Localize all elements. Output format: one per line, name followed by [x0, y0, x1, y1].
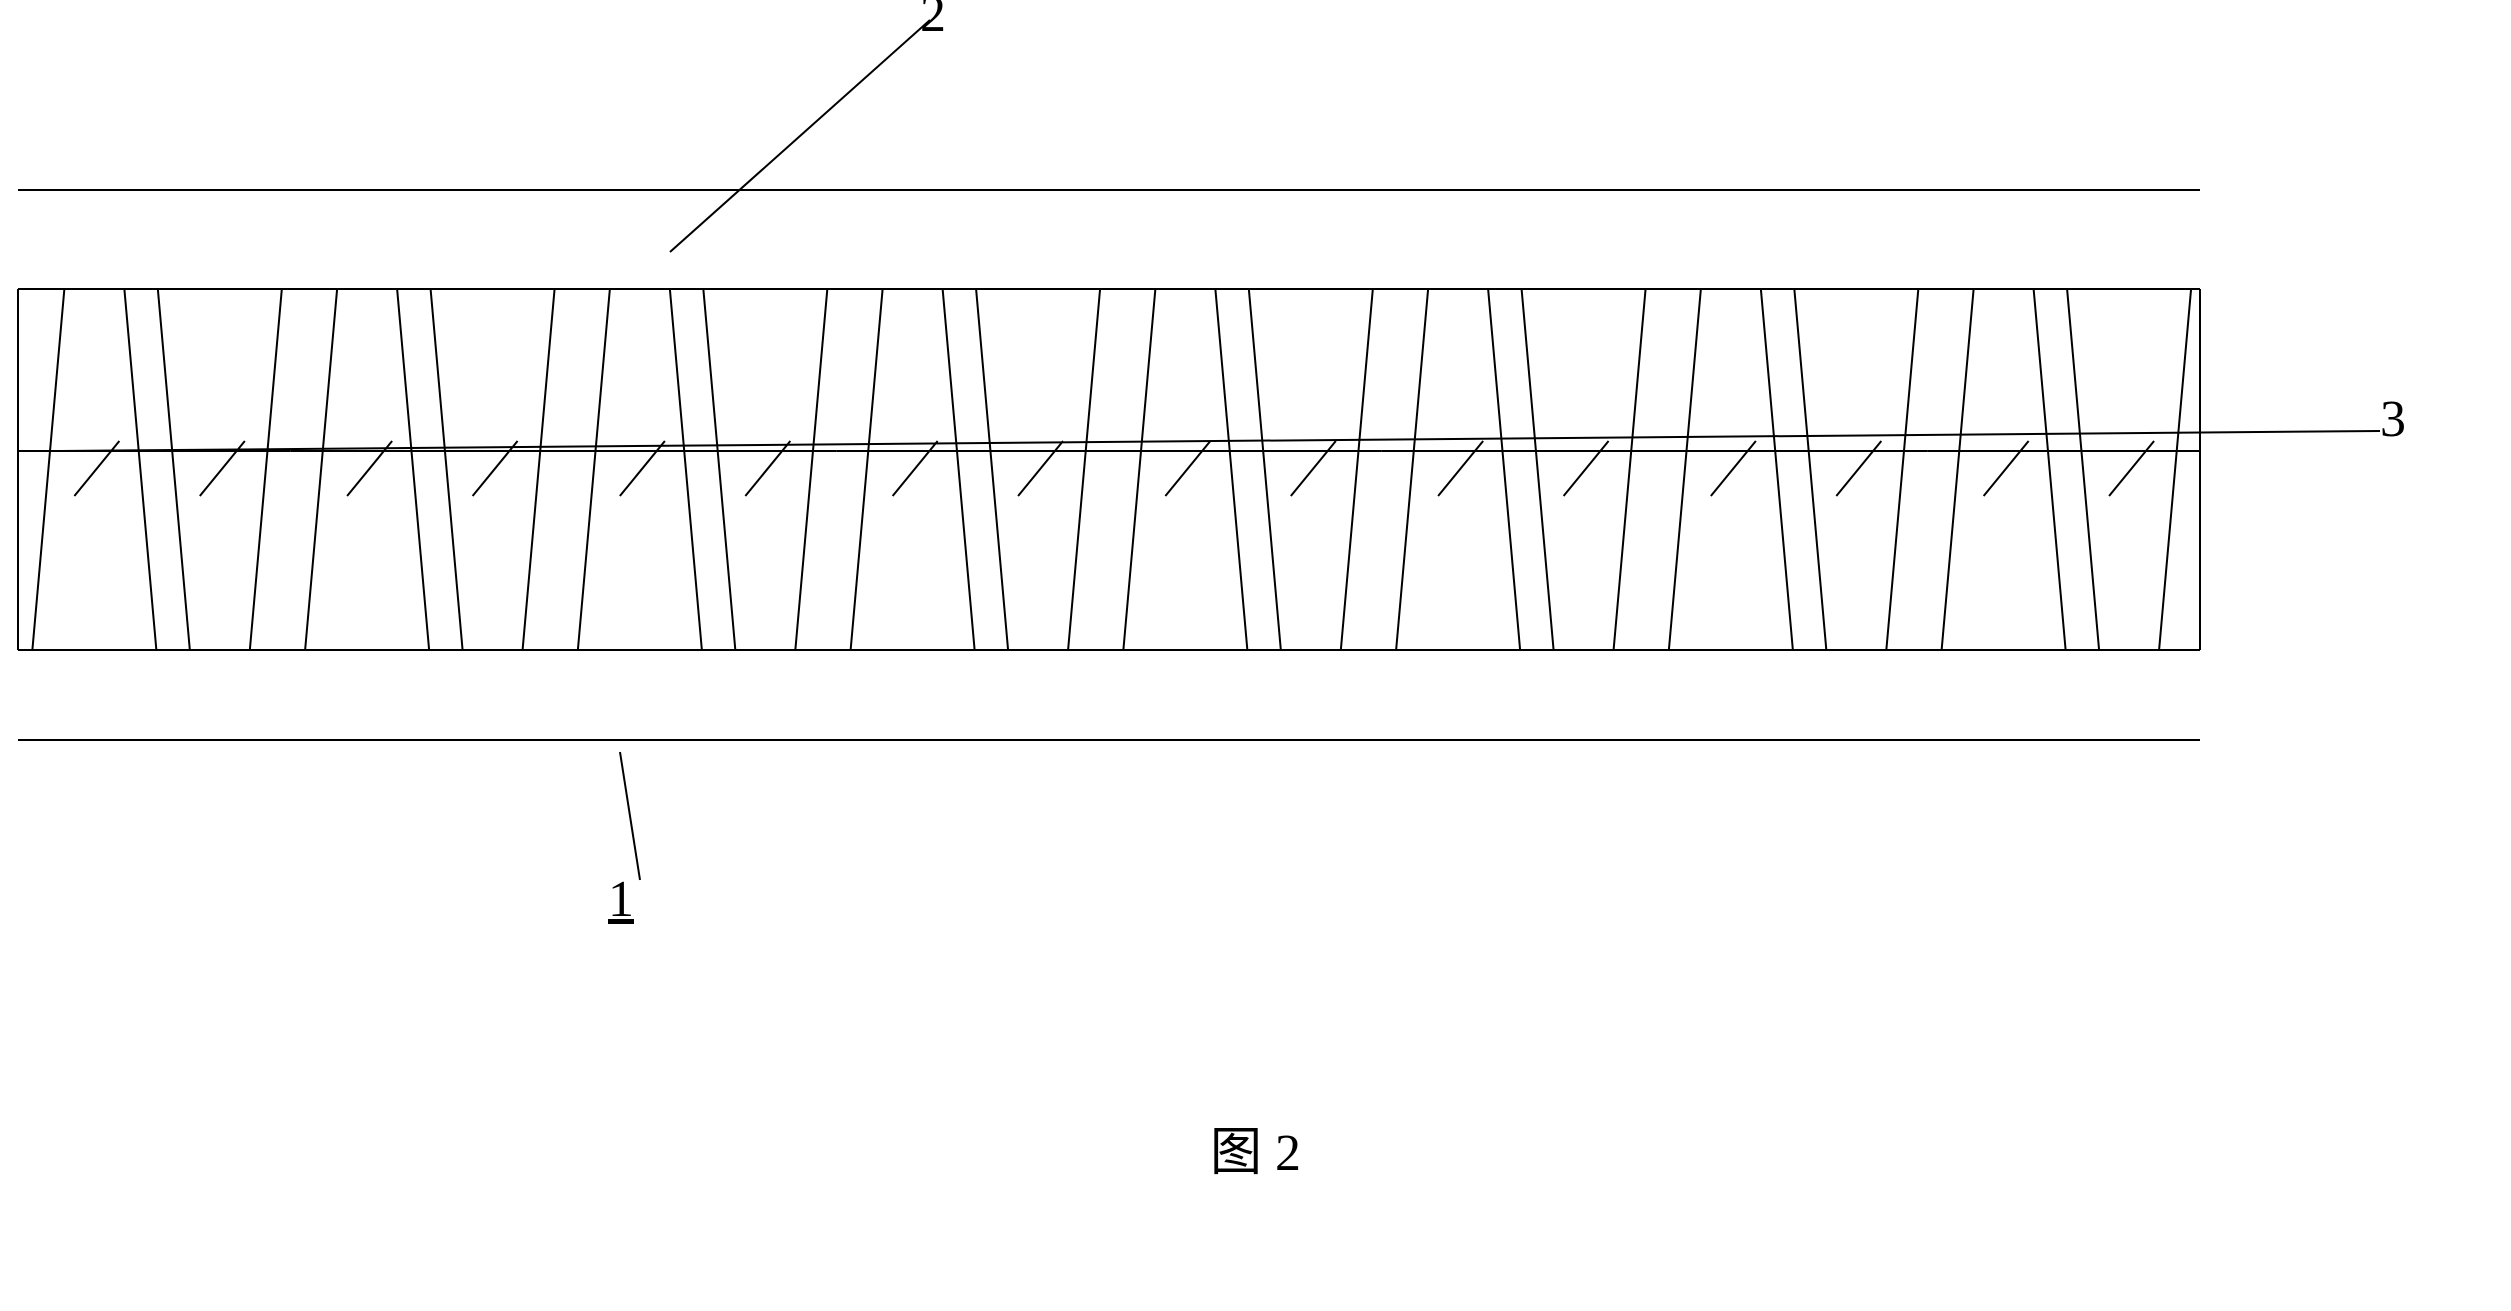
label-3: 3: [2380, 390, 2406, 449]
hatch-tick: [620, 441, 665, 496]
hatch-tick: [745, 441, 790, 496]
trapezoid-down: [2067, 289, 2191, 650]
hatch-tick: [473, 441, 518, 496]
trapezoid-down: [158, 289, 282, 650]
figure-caption: 图 2: [1210, 1110, 1301, 1185]
trapezoid-up: [305, 289, 429, 650]
trapezoid-down: [976, 289, 1100, 650]
leader-line-2: [670, 20, 930, 252]
hatch-tick: [1836, 441, 1881, 496]
hatch-tick: [1018, 441, 1063, 496]
hatch-tick: [1438, 441, 1483, 496]
label-2: 2: [920, 0, 946, 44]
diagram-container: 2 3 1 图 2: [0, 0, 2511, 1311]
trapezoid-group: [18, 289, 2200, 650]
hatch-tick: [893, 441, 938, 496]
trapezoid-up: [1123, 289, 1247, 650]
trapezoid-down: [431, 289, 555, 650]
hatch-tick: [1984, 441, 2029, 496]
trapezoid-up: [32, 289, 156, 650]
trapezoid-down: [703, 289, 827, 650]
trapezoid-up: [851, 289, 975, 650]
trapezoid-down: [1522, 289, 1646, 650]
hatch-tick: [1291, 441, 1336, 496]
trapezoid-down: [1249, 289, 1373, 650]
hatch-tick: [74, 441, 119, 496]
hatch-tick: [1165, 441, 1210, 496]
mid-line-extension: [60, 431, 2380, 451]
trapezoid-up: [578, 289, 702, 650]
trapezoid-up: [1669, 289, 1793, 650]
hatch-tick: [2109, 441, 2154, 496]
leader-line-1: [620, 752, 640, 880]
trapezoid-down: [1794, 289, 1918, 650]
label-1: 1: [608, 870, 634, 929]
hatch-tick: [1711, 441, 1756, 496]
hatch-tick: [1564, 441, 1609, 496]
trapezoid-up: [1942, 289, 2066, 650]
trapezoid-up: [1396, 289, 1520, 650]
